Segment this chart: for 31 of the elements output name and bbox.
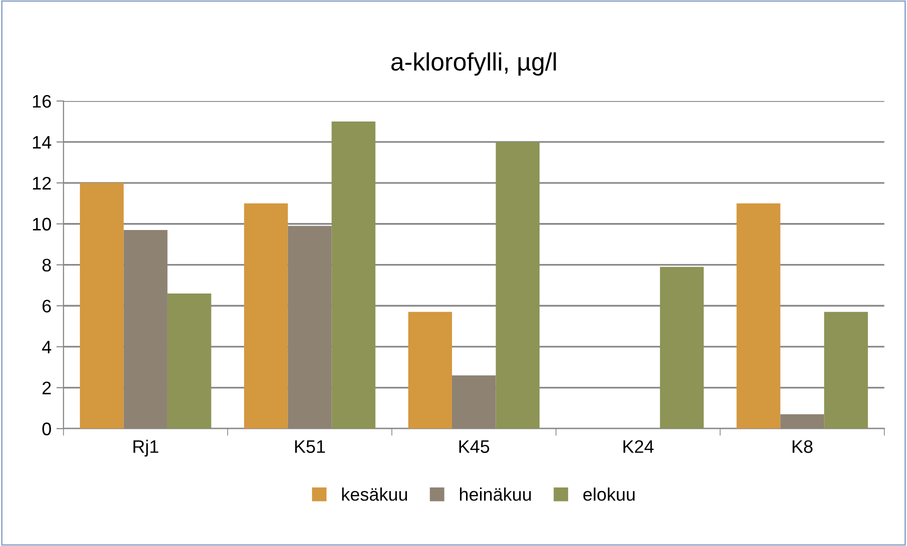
bar — [408, 312, 452, 429]
x-tick-label: K24 — [623, 440, 654, 453]
bar — [736, 203, 780, 429]
y-tick-label: 6 — [42, 300, 51, 312]
bar — [496, 142, 540, 429]
bar — [288, 226, 332, 429]
bar — [244, 203, 288, 429]
y-tick-label: 16 — [32, 94, 51, 108]
y-tick-label: 10 — [32, 218, 51, 231]
bar — [660, 266, 704, 429]
bar — [80, 182, 124, 429]
bar — [452, 375, 496, 429]
chart-title: a-klorofylli, µg/l — [391, 52, 556, 76]
y-tick-label: 0 — [42, 422, 51, 436]
bar — [824, 312, 868, 429]
y-tick-label: 12 — [32, 176, 51, 190]
bar — [332, 121, 376, 429]
x-tick-label: K8 — [792, 440, 812, 453]
bar — [780, 414, 824, 429]
x-tick-label: K45 — [459, 440, 490, 453]
x-tick-label: Rj1 — [134, 440, 158, 457]
legend-label: kesäkuu — [342, 488, 407, 501]
y-tick-label: 2 — [42, 382, 51, 394]
legend-label: elokuu — [583, 488, 635, 501]
y-tick-label: 14 — [32, 136, 52, 148]
legend-label: heinäkuu — [460, 488, 531, 501]
y-tick-label: 4 — [42, 340, 52, 354]
y-tick-label: 8 — [42, 258, 51, 272]
bar — [124, 230, 168, 429]
x-tick-label: K51 — [295, 440, 325, 453]
bar — [167, 293, 212, 429]
